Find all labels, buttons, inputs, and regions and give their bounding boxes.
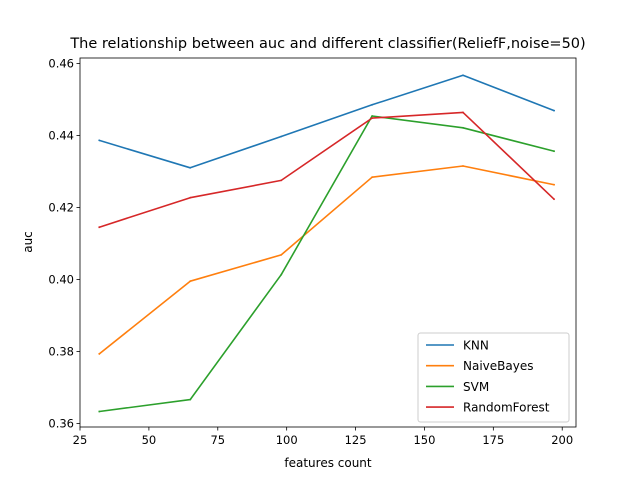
y-tick-label: 0.40 <box>48 272 74 286</box>
series-line-knn <box>98 74 556 169</box>
series-layer <box>98 74 556 413</box>
data-point-svm <box>189 398 192 401</box>
x-axis-label: features count <box>284 456 372 470</box>
data-point-knn <box>553 109 555 112</box>
legend-box <box>417 332 570 423</box>
y-tick-label: 0.36 <box>48 416 74 430</box>
x-tick-label: 200 <box>551 433 573 447</box>
y-axis-label: auc <box>21 231 35 253</box>
series-line-randomforest <box>98 111 556 229</box>
data-point-naivebayes <box>553 183 555 186</box>
data-point-svm <box>371 115 373 117</box>
data-point-svm <box>553 150 555 153</box>
series-line-naivebayes <box>98 165 555 356</box>
data-point-naivebayes <box>280 254 283 256</box>
data-point-randomforest <box>371 117 373 119</box>
legend-label-knn: KNN <box>463 339 489 353</box>
legend: KNN NaiveBayes SVM RandomForest <box>417 332 570 423</box>
data-point-randomforest <box>462 111 464 114</box>
x-tick-label: 125 <box>345 433 367 447</box>
data-point-knn <box>462 74 464 77</box>
data-point-naivebayes <box>371 176 373 179</box>
y-tick-label: 0.44 <box>48 128 74 142</box>
x-tick-label: 100 <box>276 433 298 447</box>
data-point-randomforest <box>189 196 192 199</box>
legend-label-svm: SVM <box>463 380 489 394</box>
data-point-knn <box>189 166 192 169</box>
data-point-naivebayes <box>462 165 464 167</box>
data-point-svm <box>98 410 101 413</box>
axes-layer: 25 50 75 100 125 150 175 200 0.36 0.38 0.40 0.42 0.4… <box>48 56 577 447</box>
x-tick-label: 25 <box>73 433 88 447</box>
y-tick-label: 0.46 <box>48 56 74 70</box>
x-tick-label: 75 <box>210 433 225 447</box>
data-point-knn <box>280 135 283 138</box>
data-point-randomforest <box>98 226 101 229</box>
x-tick-label: 175 <box>482 433 504 447</box>
data-point-svm <box>280 273 283 276</box>
legend-label-naivebayes: NaiveBayes <box>463 359 533 373</box>
data-point-naivebayes <box>98 353 101 355</box>
x-tick-label: 50 <box>142 433 157 447</box>
legend-label-randomforest: RandomForest <box>463 401 550 415</box>
y-tick-label: 0.42 <box>48 200 74 214</box>
data-point-knn <box>371 103 373 106</box>
data-point-randomforest <box>553 198 555 201</box>
series-line-svm <box>98 115 555 413</box>
data-point-randomforest <box>280 179 283 182</box>
y-tick-label: 0.38 <box>48 344 74 358</box>
plot-frame <box>79 57 577 428</box>
data-point-knn <box>98 139 101 142</box>
chart-title: The relationship between auc and differe… <box>69 36 585 52</box>
x-tick-label: 150 <box>413 433 435 447</box>
data-point-naivebayes <box>189 280 192 283</box>
data-point-svm <box>462 126 464 129</box>
